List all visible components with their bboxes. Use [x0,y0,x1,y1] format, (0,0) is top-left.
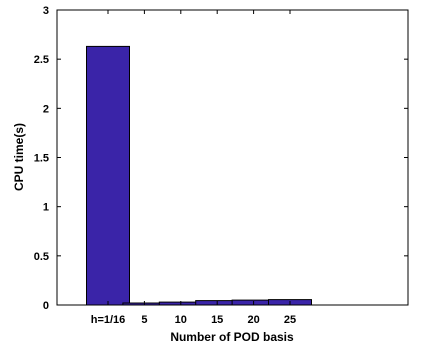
y-tick-label: 0 [43,300,49,312]
y-tick-label: 1 [43,202,49,214]
x-axis-label: Number of POD basis [170,330,294,344]
x-tick-label: 10 [175,314,187,326]
x-tick-label: 25 [284,314,296,326]
y-tick-label: 2.5 [34,54,49,66]
x-tick-label: 5 [141,314,147,326]
x-tick-label: h=1/16 [91,314,126,326]
y-tick-label: 1.5 [34,153,49,165]
bars-group [86,45,312,306]
x-tick-label: 20 [247,314,259,326]
bar-h-1-16 [86,45,130,306]
y-axis-ticks: 0 0.5 1 1.5 2 2.5 3 [34,5,408,312]
y-tick-label: 2 [43,103,49,115]
y-tick-label: 3 [43,5,49,17]
x-tick-label: 15 [211,314,223,326]
x-axis-ticks: h=1/16 5 10 15 20 25 [91,10,296,326]
y-tick-label: 0.5 [34,251,49,263]
y-axis-label: CPU time(s) [12,123,26,191]
